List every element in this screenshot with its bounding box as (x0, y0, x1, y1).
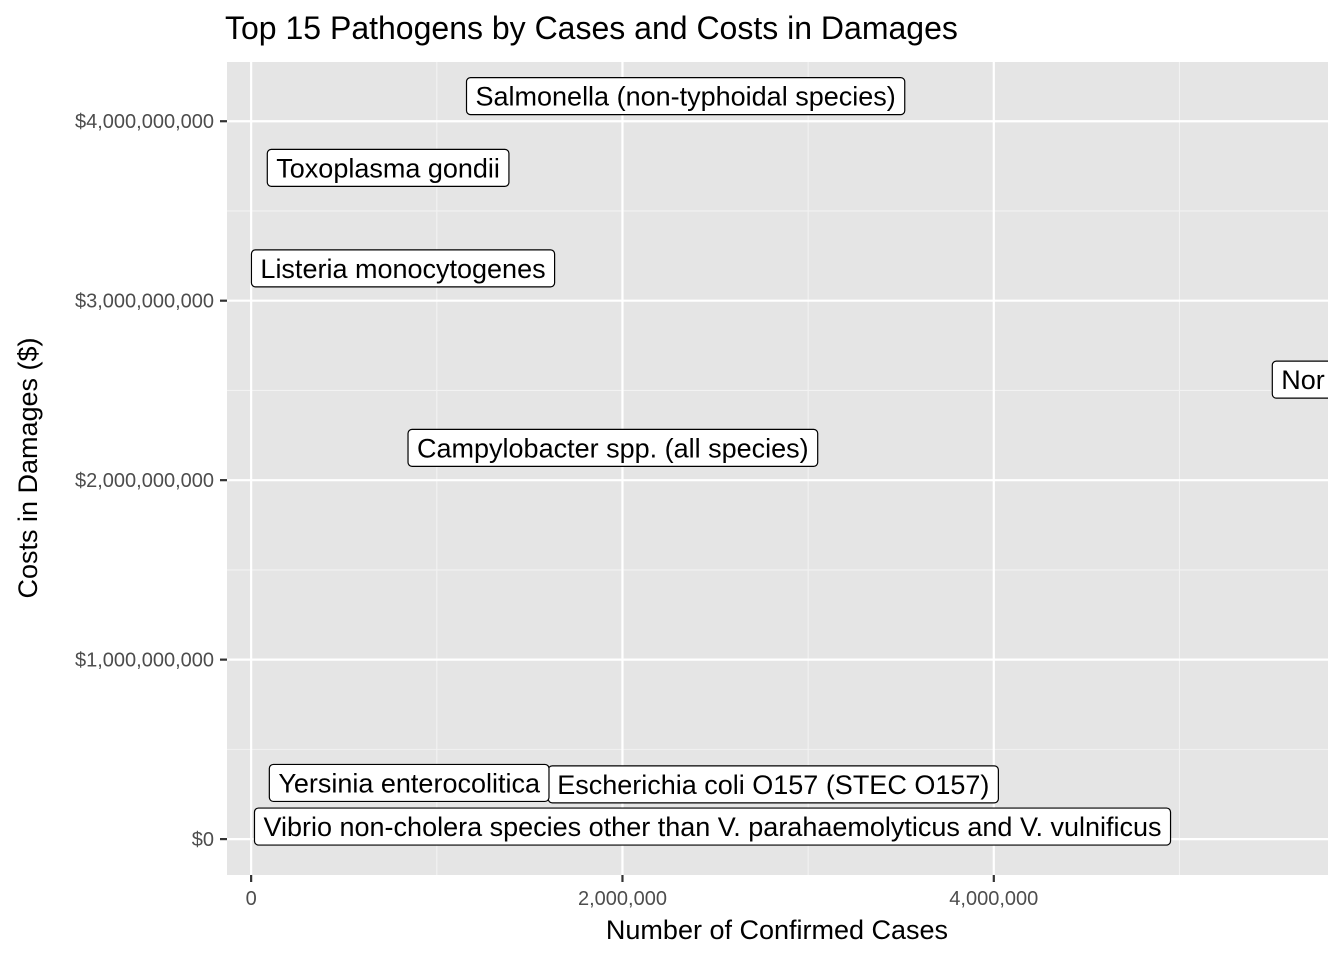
point-label-box (268, 763, 550, 803)
point-label-box (250, 249, 556, 288)
y-tick-label: $3,000,000,000 (75, 291, 214, 313)
point-labels: Salmonella (non-typhoidal species) Toxopl… (250, 76, 1328, 846)
point-label-text: Yersinia enterocolitica (278, 768, 541, 798)
y-tick-label: $1,000,000,000 (75, 650, 214, 672)
point-label-text: Salmonella (non-typhoidal species) (476, 82, 896, 112)
point-label-text: Escherichia coli O157 (STEC O157) (557, 770, 989, 800)
point-label: Vibrio non-cholera species other than V.… (253, 807, 1172, 846)
y-axis: $0 $1,000,000,000 $2,000,000,000 $3,000,000… (75, 111, 227, 851)
point-label-box (465, 76, 906, 116)
point-label: Salmonella (non-typhoidal species) (465, 76, 906, 116)
minor-gridlines (227, 62, 1328, 875)
point-label-text: Toxoplasma gondii (276, 153, 500, 183)
point-label-text: Vibrio non-cholera species other than V.… (263, 812, 1161, 842)
point-label: Nor (1271, 360, 1328, 399)
point-label-text: Nor (1281, 365, 1325, 395)
plot-panel (227, 62, 1328, 875)
x-tick-label: 0 (246, 888, 257, 910)
point-label: Toxoplasma gondii (266, 148, 510, 187)
chart-title: Top 15 Pathogens by Cases and Costs in D… (225, 10, 958, 46)
x-tick-label: 4,000,000 (949, 888, 1038, 910)
y-tick-label: $0 (192, 829, 214, 851)
point-label: Listeria monocytogenes (250, 249, 556, 288)
x-axis: 0 2,000,000 4,000,000 (246, 875, 1038, 910)
point-label: Escherichia coli O157 (STEC O157) (547, 765, 999, 804)
y-tick-label: $4,000,000,000 (75, 111, 214, 133)
point-label-box (253, 807, 1172, 846)
point-label-box (1271, 360, 1328, 399)
point-label-box (266, 148, 510, 187)
point-label-text: Campylobacter spp. (all species) (417, 433, 809, 463)
x-axis-title: Number of Confirmed Cases (606, 915, 948, 945)
point-label: Campylobacter spp. (all species) (407, 428, 819, 467)
point-label-box (407, 428, 819, 467)
point-label: Yersinia enterocolitica (268, 763, 550, 803)
y-axis-title: Costs in Damages ($) (13, 337, 43, 598)
point-label-text: Listeria monocytogenes (260, 254, 545, 284)
y-tick-label: $2,000,000,000 (75, 470, 214, 492)
x-tick-label: 2,000,000 (578, 888, 667, 910)
